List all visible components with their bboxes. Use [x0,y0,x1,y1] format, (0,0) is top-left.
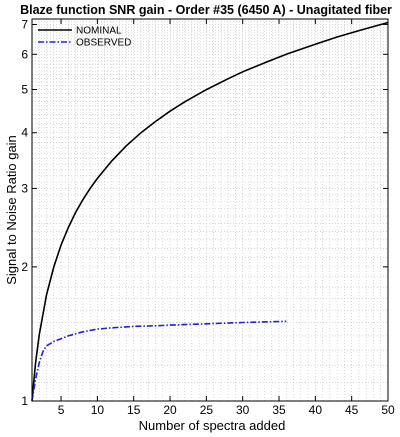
x-tick-label: 40 [309,403,323,417]
chart-title: Blaze function SNR gain - Order #35 (645… [20,3,392,17]
y-tick-label: 1 [21,394,28,408]
x-tick-label: 10 [91,403,105,417]
y-axis-label: Signal to Noise Ratio gain [4,135,19,285]
y-ticks: 1 2 3 4 5 6 7 [21,17,388,408]
y-tick-label: 4 [21,126,28,140]
x-tick-label: 45 [345,403,359,417]
grid [32,19,388,401]
y-tick-label: 7 [21,17,28,31]
y-tick-label: 6 [21,47,28,61]
x-tick-label: 15 [127,403,141,417]
x-axis-label: Number of spectra added [139,418,286,433]
series-lines [31,21,389,402]
plot-frame [31,18,389,402]
x-ticks: 5 10 15 20 25 30 35 40 45 50 [58,19,395,417]
legend-label-observed: OBSERVED [76,38,131,49]
x-tick-label: 20 [163,403,177,417]
x-tick-label: 5 [58,403,65,417]
legend-label-nominal: NOMINAL [76,26,122,37]
y-tick-label: 3 [21,181,28,195]
x-tick-label: 35 [272,403,286,417]
y-tick-label: 2 [21,260,28,274]
series-line-observed [31,320,287,402]
y-tick-label: 5 [21,83,28,97]
series-line-nominal [31,21,389,402]
x-tick-label: 50 [381,403,395,417]
x-tick-label: 30 [236,403,250,417]
x-tick-label: 25 [200,403,214,417]
